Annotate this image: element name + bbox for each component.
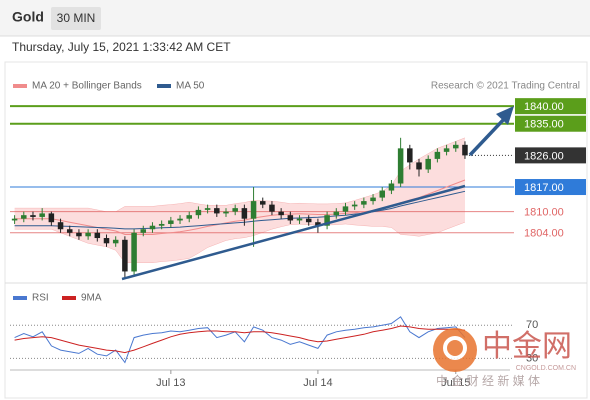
rsi-panel: 30 70 RSI 9MA <box>10 293 538 364</box>
level-box <box>515 115 586 132</box>
x-tick-label: Jul 15 <box>441 377 470 389</box>
price-panel: 1840.00 1835.00 1826.00 1817.00 1810.00 1804.… <box>10 81 586 389</box>
candle-body <box>315 222 321 226</box>
candle-body <box>241 208 248 219</box>
candle-body <box>112 239 119 244</box>
legend-swatch <box>13 84 27 88</box>
candle-body <box>260 201 266 205</box>
candle-body <box>370 197 376 202</box>
candle-body <box>351 204 358 207</box>
candle-body <box>407 148 413 163</box>
x-tick-label: Jul 14 <box>303 377 332 389</box>
ma-line <box>14 190 466 230</box>
frame <box>4 61 588 399</box>
candle-body <box>204 208 211 210</box>
legend-label: 9MA <box>81 293 102 304</box>
level-box <box>515 98 586 115</box>
level-label: 1835.00 <box>524 119 564 131</box>
candle-body <box>103 238 110 244</box>
y-tick-label: 70 <box>526 319 538 331</box>
candle-body <box>11 218 18 221</box>
candle-body <box>223 211 229 214</box>
candle-body <box>94 232 101 239</box>
level-box <box>515 179 586 196</box>
candle-body <box>131 232 137 272</box>
candle-body <box>195 209 202 216</box>
legend-swatch <box>62 296 76 300</box>
title: Gold <box>12 9 44 25</box>
arrow-head <box>496 106 514 125</box>
candle-body <box>388 183 395 191</box>
logo-mark <box>443 336 467 360</box>
candle-body <box>149 225 156 230</box>
candle-body <box>186 215 192 219</box>
level-label: 1810.00 <box>524 207 564 219</box>
candle-body <box>76 232 82 237</box>
bollinger-band <box>14 137 465 263</box>
candle-body <box>434 151 441 159</box>
candle-body <box>168 220 174 224</box>
candle-body <box>425 158 431 170</box>
candle-body <box>443 148 450 152</box>
rsi-line <box>14 316 466 364</box>
candle-body <box>361 201 367 205</box>
candle-body <box>30 215 36 217</box>
legend-swatch <box>157 84 171 88</box>
trendline <box>121 184 466 281</box>
watermark: 中金网 CNGOLD.COM.CN 中 金 财 经 新 媒 体 <box>433 328 576 388</box>
timeframe-badge[interactable] <box>51 7 101 30</box>
candle-body <box>278 211 284 216</box>
rsi-line <box>14 325 466 354</box>
level-box <box>515 147 586 164</box>
candle-body <box>416 162 422 170</box>
watermark-tagline: 中 金 财 经 新 媒 体 <box>436 373 540 388</box>
candle-body <box>140 229 147 233</box>
x-tick-label: Jul 13 <box>156 377 185 389</box>
bollinger-lower <box>14 221 466 263</box>
candle-body <box>305 218 312 223</box>
level-label: 1826.00 <box>524 150 564 162</box>
candle-body <box>250 201 257 219</box>
legend-label: MA 20 + Bollinger Bands <box>32 81 142 92</box>
candle-body <box>66 229 73 233</box>
candle-body <box>397 148 404 184</box>
legend-swatch <box>13 296 27 300</box>
watermark-name: 中金网 <box>482 330 572 363</box>
credit: Research © 2021 Trading Central <box>431 81 580 92</box>
legend-label: MA 50 <box>176 81 205 92</box>
candle-body <box>269 204 275 212</box>
candle-body <box>324 215 330 226</box>
level-label: 1840.00 <box>524 101 564 113</box>
candle-body <box>379 190 385 198</box>
candle-body <box>177 218 183 221</box>
candle-body <box>57 222 64 230</box>
candle-body <box>333 211 340 216</box>
watermark-domain: CNGOLD.COM.CN <box>516 365 576 372</box>
candle-body <box>214 208 220 214</box>
logo <box>433 328 477 372</box>
candle-body <box>39 213 45 217</box>
candle-body <box>462 144 468 156</box>
candle-body <box>453 144 459 149</box>
candle-body <box>232 208 238 212</box>
candle-body <box>85 232 91 237</box>
level-label: 1804.00 <box>524 228 564 240</box>
y-tick-label: 30 <box>526 352 538 364</box>
legend-label: RSI <box>32 293 49 304</box>
candle-body <box>158 223 165 226</box>
candle-body <box>21 215 27 219</box>
date: Thursday, July 15, 2021 1:33:42 AM CET <box>12 40 231 54</box>
candle-body <box>296 218 303 221</box>
target-arrow <box>468 116 507 157</box>
candle-body <box>48 213 55 223</box>
timeframe: 30 MIN <box>57 11 96 25</box>
candle-body <box>287 215 294 221</box>
level-label: 1817.00 <box>524 182 564 194</box>
candle-body <box>342 206 349 212</box>
candle-body <box>122 239 128 272</box>
